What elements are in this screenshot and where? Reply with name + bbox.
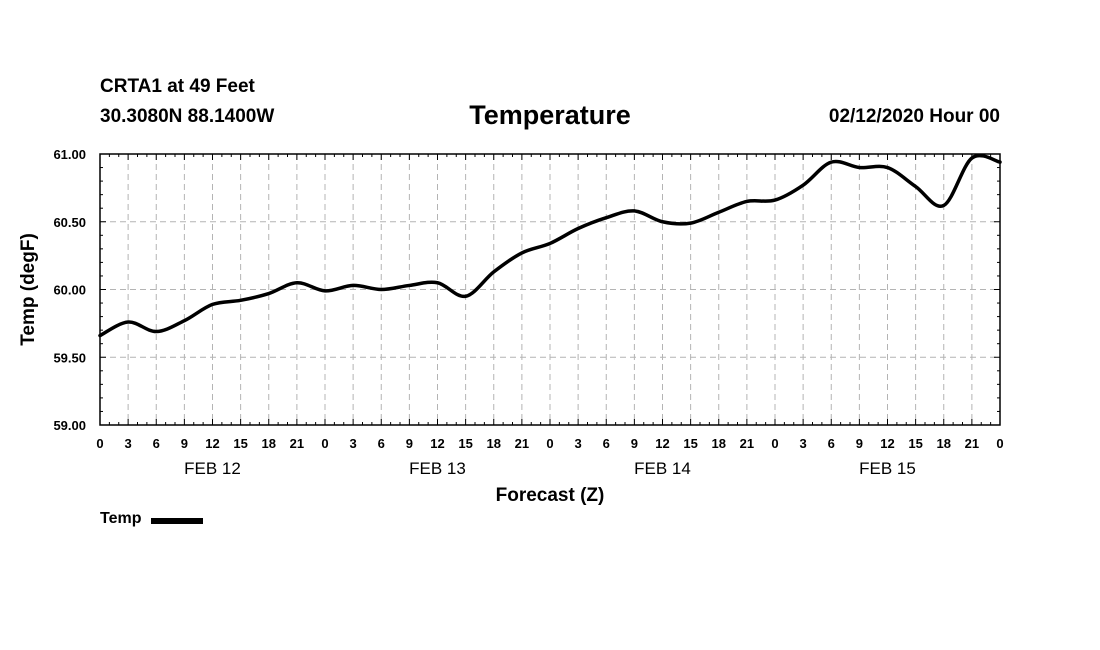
x-axis-title: Forecast (Z) xyxy=(496,485,605,506)
grid-lines xyxy=(100,154,1000,425)
x-tick-label: 15 xyxy=(908,436,922,451)
x-tick-label: 21 xyxy=(965,436,979,451)
x-tick-label: 21 xyxy=(290,436,304,451)
x-tick-label: 6 xyxy=(603,436,610,451)
data-point-temp xyxy=(774,199,776,201)
legend-label-temp: Temp xyxy=(100,510,142,527)
x-tick-label: 6 xyxy=(828,436,835,451)
data-point-temp xyxy=(464,295,467,298)
y-axis-title: Temp (degF) xyxy=(18,233,39,346)
data-point-temp xyxy=(661,220,664,223)
x-tick-label: 15 xyxy=(683,436,697,451)
x-tick-label: 0 xyxy=(771,436,778,451)
y-tick-label: 59.50 xyxy=(53,350,86,365)
x-tick-label: 18 xyxy=(487,436,501,451)
x-tick-label: 6 xyxy=(378,436,385,451)
x-tick-label: 3 xyxy=(350,436,357,451)
y-tick-label: 59.00 xyxy=(53,418,86,433)
x-day-label: FEB 12 xyxy=(184,459,241,478)
data-point-temp xyxy=(492,271,495,273)
x-tick-label: 15 xyxy=(233,436,247,451)
x-tick-label: 9 xyxy=(631,436,638,451)
data-point-temp xyxy=(942,204,945,207)
x-tick-label: 12 xyxy=(205,436,219,451)
data-point-temp xyxy=(324,290,326,292)
plot-frame xyxy=(99,153,1001,426)
data-point-temp xyxy=(633,210,636,212)
data-point-temp xyxy=(211,303,214,306)
x-day-label: FEB 14 xyxy=(634,459,691,478)
x-tick-label: 0 xyxy=(546,436,553,451)
x-tick-label: 21 xyxy=(740,436,754,451)
data-point-temp xyxy=(830,161,833,163)
axis-labels: 0 3 6 9 12 15 18 21 0 3 6 9 12 15 18 21 0 3 6 9 12 15 18 21 0 3 6 9… xyxy=(18,147,1004,506)
forecast-run-time: 02/12/2020 Hour 00 xyxy=(828,106,1000,127)
data-point-temp xyxy=(886,166,889,169)
x-tick-label: 3 xyxy=(575,436,582,451)
data-point-temp xyxy=(521,252,523,254)
x-tick-label: 12 xyxy=(880,436,894,451)
data-point-temp xyxy=(549,242,551,245)
x-tick-label: 9 xyxy=(181,436,188,451)
data-point-temp xyxy=(296,281,298,284)
data-point-temp xyxy=(127,321,129,323)
x-tick-label: 6 xyxy=(153,436,160,451)
data-point-temp xyxy=(380,288,383,291)
x-day-label: FEB 15 xyxy=(859,459,916,478)
data-point-temp xyxy=(802,184,804,186)
station-name: CRTA1 at 49 Feet xyxy=(100,76,255,97)
chart-title: Temperature xyxy=(469,100,631,130)
x-tick-label: 3 xyxy=(800,436,807,451)
data-point-temp xyxy=(436,281,439,284)
x-tick-label: 15 xyxy=(458,436,472,451)
data-point-temp xyxy=(746,200,748,203)
y-tick-label: 60.50 xyxy=(53,215,86,230)
station-coordinates: 30.3080N 88.1400W xyxy=(100,106,275,127)
data-point-temp xyxy=(689,222,692,224)
data-point-temp xyxy=(408,284,411,287)
x-tick-label: 18 xyxy=(712,436,726,451)
data-point-temp xyxy=(239,299,242,302)
x-tick-label: 9 xyxy=(406,436,413,451)
x-tick-label: 18 xyxy=(262,436,276,451)
x-tick-label: 12 xyxy=(655,436,669,451)
data-point-temp xyxy=(971,157,973,159)
data-point-temp xyxy=(352,284,354,287)
data-point-temp xyxy=(717,211,720,214)
x-tick-label: 21 xyxy=(515,436,529,451)
data-point-temp xyxy=(155,330,158,333)
x-tick-label: 3 xyxy=(125,436,132,451)
x-tick-label: 0 xyxy=(996,436,1003,451)
legend: Temp xyxy=(100,510,204,528)
data-point-temp xyxy=(914,185,917,188)
x-tick-label: 12 xyxy=(430,436,444,451)
data-point-temp xyxy=(577,227,579,230)
x-tick-label: 0 xyxy=(96,436,103,451)
data-point-temp xyxy=(605,216,608,219)
y-tick-label: 61.00 xyxy=(53,147,86,162)
data-point-temp xyxy=(858,166,861,169)
legend-swatch-temp xyxy=(151,517,204,524)
data-point-temp xyxy=(183,319,186,322)
y-tick-label: 60.00 xyxy=(53,283,86,298)
x-tick-label: 0 xyxy=(321,436,328,451)
x-tick-label: 9 xyxy=(856,436,863,451)
x-tick-label: 18 xyxy=(937,436,951,451)
data-point-temp xyxy=(267,292,270,295)
x-day-label: FEB 13 xyxy=(409,459,466,478)
